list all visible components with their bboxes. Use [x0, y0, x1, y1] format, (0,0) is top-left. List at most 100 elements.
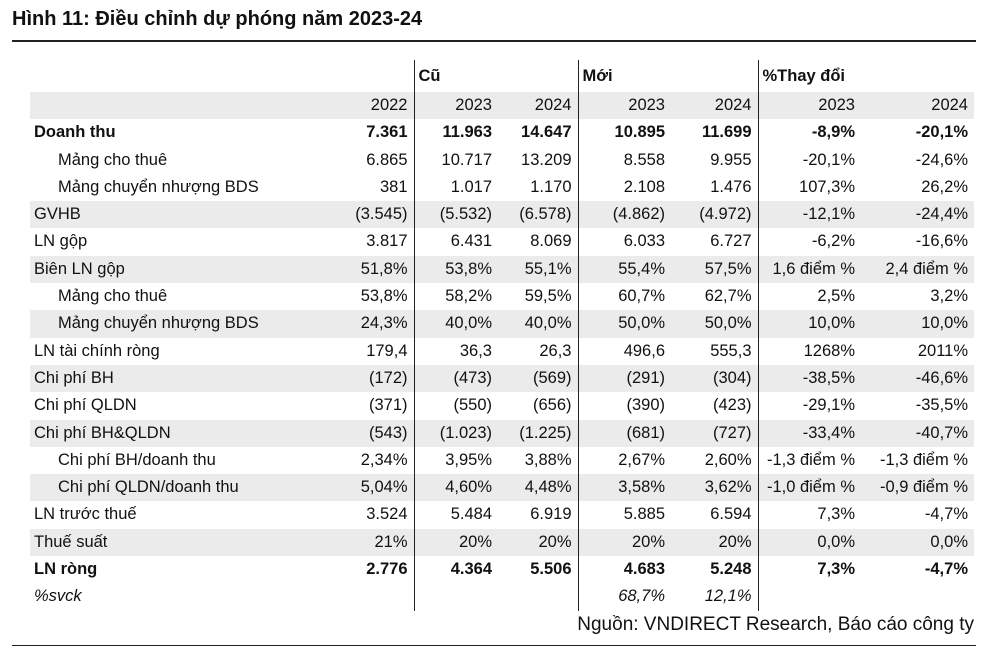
table-row: Mảng cho thuê 53,8% 58,2% 59,5% 60,7% 62,7% 2,… — [30, 283, 974, 311]
group-change: %Thay đổi — [757, 60, 861, 92]
value-cell: 51,8% — [280, 255, 414, 284]
group-new: Mới — [577, 60, 671, 92]
value-cell: 6.033 — [577, 228, 671, 256]
value-cell: 3.817 — [366, 232, 408, 251]
value-cell: 4.683 — [577, 556, 671, 584]
value-cell: -24,6% — [915, 150, 968, 169]
year-header-blank — [30, 92, 280, 120]
value-cell: 53,8% — [360, 287, 408, 306]
group-header-blank — [30, 60, 280, 92]
value-cell: 381 — [379, 177, 408, 196]
value-cell: 50,0% — [671, 310, 758, 338]
value-cell: 62,7% — [704, 287, 752, 306]
row-label: Mảng chuyển nhượng BDS — [30, 310, 280, 338]
value-cell: (656) — [532, 396, 572, 415]
value-cell: 1.017 — [413, 173, 498, 202]
table-row: Chi phí QLDN (371) (550) (656) (390) (423) -29… — [30, 392, 974, 420]
row-label: LN trước thuế — [34, 505, 137, 524]
value-cell: 26,2% — [921, 177, 968, 196]
value-cell: (5.532) — [413, 201, 498, 229]
value-cell: 58,2% — [413, 283, 498, 311]
value-cell: 5,04% — [280, 474, 414, 502]
value-cell: -16,6% — [915, 232, 968, 251]
value-cell: 1.170 — [530, 177, 572, 196]
value-cell: 68,7% — [577, 583, 671, 611]
value-cell: -46,6% — [861, 364, 974, 393]
value-cell — [280, 583, 414, 610]
value-cell: 10.717 — [413, 146, 498, 174]
value-cell: 2,34% — [360, 450, 408, 469]
value-cell: 4,48% — [498, 474, 578, 502]
table-row: LN tài chính ròng 179,4 36,3 26,3 496,6 555,3… — [30, 337, 974, 365]
value-cell: 36,3 — [413, 337, 498, 365]
table-row: Thuế suất 21% 20% 20% 20% 20% 0,0% 0,0% — [30, 528, 974, 557]
value-cell: 53,8% — [413, 255, 498, 284]
year-header-row: 2022 2023 2024 2023 2024 2023 2024 — [30, 92, 974, 120]
value-cell: (172) — [280, 364, 414, 393]
value-cell: -0,9 điểm % — [861, 474, 974, 502]
value-cell: 2.776 — [366, 560, 408, 579]
value-cell: -33,4% — [757, 419, 861, 447]
value-cell: -24,4% — [861, 201, 974, 229]
value-cell: (3.545) — [280, 201, 414, 229]
value-cell: 20% — [671, 528, 758, 557]
value-cell: -12,1% — [757, 201, 861, 229]
value-cell: 107,3% — [757, 173, 861, 202]
value-cell: 6.919 — [530, 505, 572, 524]
value-cell: 21% — [280, 528, 414, 557]
row-label: Chi phí BH/doanh thu — [58, 450, 216, 469]
value-cell: 3,88% — [524, 450, 572, 469]
value-cell: (473) — [413, 364, 498, 393]
year-cell: 2024 — [498, 92, 578, 120]
value-cell: 13.209 — [521, 150, 572, 169]
value-cell: 3,2% — [930, 287, 968, 306]
bottom-rule — [12, 645, 976, 646]
value-cell: 8.069 — [530, 232, 572, 251]
year-cell: 2024 — [861, 92, 974, 120]
value-cell: 14.647 — [521, 123, 572, 142]
value-cell: 0,0% — [861, 528, 974, 557]
value-cell: (4.972) — [671, 201, 758, 229]
row-label: LN gộp — [34, 232, 88, 251]
table-row: Mảng chuyển nhượng BDS 381 1.017 1.170 2.108… — [30, 173, 974, 202]
value-cell: (423) — [712, 396, 752, 415]
value-cell: 9.955 — [710, 150, 752, 169]
value-cell: 5.248 — [710, 560, 752, 579]
year-cell: 2023 — [577, 92, 671, 120]
table-row: LN ròng 2.776 4.364 5.506 4.683 5.248 7,3% -4,7… — [30, 556, 974, 584]
value-cell: 5.885 — [577, 501, 671, 529]
value-cell: 59,5% — [524, 287, 572, 306]
value-cell: 40,0% — [498, 310, 578, 338]
value-cell: 3,58% — [577, 474, 671, 502]
group-old: Cũ — [413, 60, 498, 92]
value-cell: 6.727 — [710, 232, 752, 251]
source-note: Nguồn: VNDIRECT Research, Báo cáo công t… — [577, 614, 974, 635]
row-label: Mảng cho thuê — [58, 287, 168, 306]
value-cell: 12,1% — [704, 587, 752, 606]
forecast-table: Cũ Mới %Thay đổi 2022 2023 2024 2023 202… — [30, 60, 974, 611]
row-label: Chi phí QLDN/doanh thu — [30, 474, 280, 502]
table-row: Chi phí BH (172) (473) (569) (291) (304) -38,5… — [30, 364, 974, 393]
value-cell — [861, 583, 974, 610]
row-label: %svck — [34, 587, 82, 606]
value-cell: (1.225) — [498, 419, 578, 447]
value-cell: 2.108 — [577, 173, 671, 202]
row-label: GVHB — [30, 201, 280, 229]
value-cell: 3,62% — [671, 474, 758, 502]
table-row: GVHB (3.545) (5.532) (6.578) (4.862) (4.972) -… — [30, 201, 974, 229]
group-header-blank — [671, 60, 758, 92]
value-cell: 7.361 — [366, 123, 408, 142]
value-cell: -8,9% — [757, 119, 861, 147]
value-cell: 55,4% — [577, 255, 671, 284]
value-cell: 2,60% — [704, 450, 752, 469]
value-cell: -4,7% — [924, 560, 968, 579]
value-cell: 55,1% — [498, 255, 578, 284]
value-cell: -1,0 điểm % — [757, 474, 861, 502]
value-cell: (1.023) — [413, 419, 498, 447]
table-row: Chi phí BH/doanh thu 2,34% 3,95% 3,88% 2,67%… — [30, 446, 974, 475]
row-label: Mảng cho thuê — [58, 150, 168, 169]
value-cell: (6.578) — [498, 201, 578, 229]
table-row: Biên LN gộp 51,8% 53,8% 55,1% 55,4% 57,5% 1,6 … — [30, 255, 974, 284]
row-label: Thuế suất — [30, 528, 280, 557]
value-cell: 1268% — [757, 337, 861, 365]
